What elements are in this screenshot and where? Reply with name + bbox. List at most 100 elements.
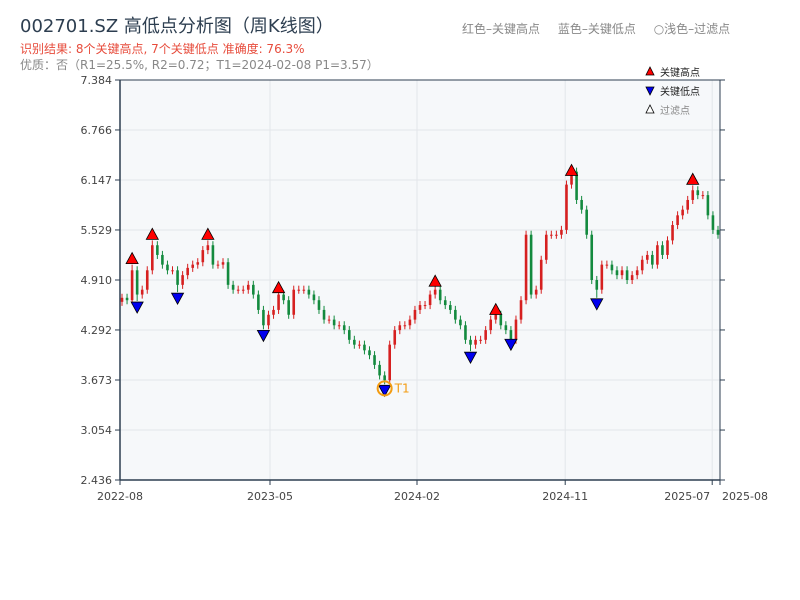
candle-body	[484, 330, 487, 340]
candle-body	[272, 309, 275, 315]
t1-circle	[376, 380, 393, 397]
key-high-marker	[489, 302, 503, 315]
candle-body	[701, 195, 705, 197]
candle-body	[383, 375, 386, 381]
candle-body	[186, 267, 189, 276]
candle-body	[373, 355, 376, 365]
candle-body	[130, 270, 134, 301]
candle-body	[201, 250, 205, 263]
key-low-marker	[463, 351, 478, 365]
candle-body	[570, 171, 573, 185]
candle-body	[393, 330, 397, 345]
chart-title: 002701.SZ 高低点分析图（周K线图）	[20, 16, 334, 37]
y-tick-label: 5.529	[81, 224, 113, 237]
candle-body	[262, 309, 265, 326]
candle-body	[514, 319, 518, 340]
candle-body	[464, 325, 467, 340]
y-tick-label: 4.910	[81, 274, 113, 287]
candle-body	[433, 289, 437, 295]
candle-body	[610, 264, 614, 271]
quality-summary: 优质：否（R1=25.5%, R2=0.72；T1=2024-02-08 P1=…	[20, 58, 379, 72]
y-tick-label: 3.673	[81, 374, 113, 387]
candle-body	[277, 294, 280, 310]
legend-marker-0	[645, 66, 655, 76]
legend-marker-1	[645, 86, 655, 96]
candle-body	[459, 319, 462, 326]
key-low-marker	[377, 384, 392, 398]
candle-body	[544, 234, 548, 260]
x-tick-label: 2024-02	[394, 490, 440, 503]
candle-body	[625, 270, 629, 280]
y-tick-label: 6.766	[81, 124, 113, 137]
candle-body	[454, 309, 457, 320]
key-high-marker	[125, 251, 139, 264]
legend-label-2: 过滤点	[660, 104, 690, 117]
candle-body	[605, 264, 609, 266]
candle-body	[267, 314, 270, 326]
candle-body	[337, 325, 341, 327]
candle-body	[686, 199, 689, 210]
candle-body	[363, 344, 366, 351]
candle-body	[590, 234, 594, 280]
candle-body	[479, 339, 482, 341]
candle-body	[615, 270, 619, 276]
candle-body	[676, 215, 679, 226]
candle-body	[378, 364, 381, 376]
key-low-marker	[130, 301, 144, 314]
candle-body	[696, 190, 700, 196]
candle-body	[120, 297, 124, 302]
legend-marker-2	[645, 104, 655, 114]
x-tick-label: 2023-05	[247, 490, 293, 503]
key-high-marker	[271, 280, 286, 294]
candle-body	[418, 305, 422, 310]
candle-body	[135, 270, 139, 295]
candle-body	[388, 344, 391, 381]
candle-body	[246, 284, 250, 290]
candle-body	[221, 262, 225, 265]
y-tick-label: 2.436	[81, 474, 113, 487]
candle-body	[671, 225, 674, 241]
candle-body	[332, 319, 336, 326]
candle-body	[580, 199, 583, 210]
candle-body	[166, 264, 169, 271]
color-legend: 红色–关键高点 蓝色–关键低点 ○浅色–过滤点	[462, 20, 730, 37]
candle-body	[171, 270, 174, 272]
candle-body	[145, 270, 149, 290]
legend-label-1: 关键低点	[660, 85, 700, 98]
candle-body	[176, 270, 179, 285]
x-tick-label: 2024-11	[542, 490, 588, 503]
candle-body	[413, 309, 417, 320]
candle-body	[403, 325, 407, 327]
key-high-marker	[428, 274, 442, 287]
candle-body	[504, 325, 508, 331]
candle-body	[226, 262, 230, 285]
candle-body	[428, 294, 432, 306]
key-high-marker	[564, 163, 579, 176]
candle-body	[534, 289, 538, 295]
candle-body	[716, 229, 720, 235]
candle-body	[656, 245, 659, 265]
candle-body	[317, 300, 321, 310]
candle-body	[494, 314, 498, 320]
legend-light: ○浅色–过滤点	[653, 22, 731, 36]
candle-body	[560, 229, 563, 235]
candle-body	[711, 215, 715, 230]
candle-body	[666, 240, 669, 255]
candle-body	[640, 259, 644, 271]
candle-body	[539, 259, 543, 290]
candle-body	[499, 314, 503, 326]
y-tick-label: 4.292	[81, 324, 113, 337]
legend-red: 红色–关键高点	[462, 22, 541, 36]
candle-body	[241, 289, 245, 291]
candle-body	[620, 270, 624, 276]
y-tick-label: 7.384	[81, 74, 113, 87]
candle-body	[358, 344, 361, 346]
candle-body	[600, 264, 604, 290]
key-high-marker	[145, 227, 159, 240]
y-tick-label: 3.054	[81, 424, 113, 437]
candle-body	[322, 309, 326, 320]
candle-body	[529, 234, 533, 295]
key-low-marker	[504, 338, 518, 352]
legend-blue: 蓝色–关键低点	[557, 22, 636, 36]
candle-body	[706, 195, 710, 216]
